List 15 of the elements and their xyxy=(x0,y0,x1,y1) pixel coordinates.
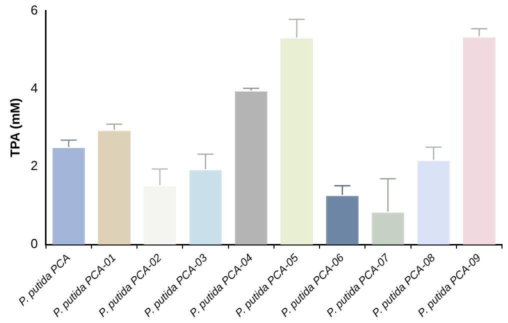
bar xyxy=(417,160,450,245)
bar xyxy=(462,37,496,245)
y-tick-label: 2 xyxy=(30,158,38,174)
y-tick-label: 4 xyxy=(30,80,38,96)
bar xyxy=(326,196,359,245)
bar xyxy=(52,148,85,245)
bar xyxy=(372,212,404,245)
y-tick-label: 0 xyxy=(30,236,38,252)
y-axis-title: TPA (mM) xyxy=(7,98,22,158)
y-tick-label: 6 xyxy=(30,2,38,18)
bar xyxy=(280,38,313,245)
bar xyxy=(234,91,268,245)
bar xyxy=(98,130,131,245)
bar xyxy=(189,170,222,245)
bar xyxy=(144,186,176,245)
